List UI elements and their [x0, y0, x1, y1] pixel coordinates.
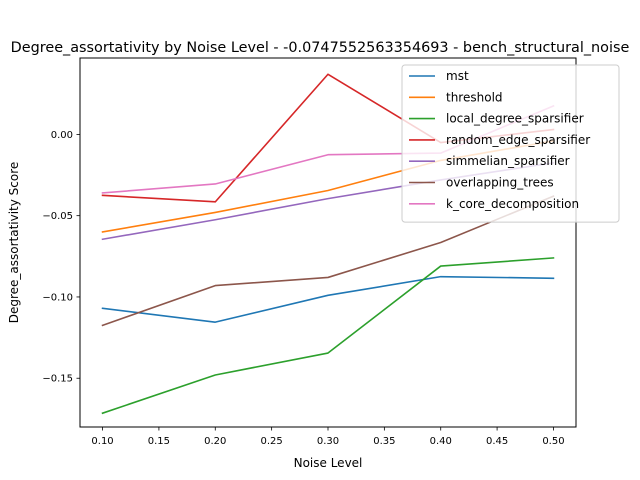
plot-frame — [79, 57, 577, 428]
y-axis-label: Degree_assortativity Score — [7, 162, 21, 324]
x-tick-label: 0.20 — [204, 436, 226, 447]
y-tick-label: −0.05 — [42, 211, 73, 222]
legend-label: threshold — [446, 90, 503, 104]
legend-label: simmelian_sparsifier — [446, 154, 570, 168]
x-tick-label: 0.15 — [148, 436, 170, 447]
x-axis-label: Noise Level — [294, 456, 363, 470]
legend: mst threshold local_degree_sparsifierrando… — [401, 64, 620, 223]
x-tick-label: 0.25 — [261, 436, 283, 447]
x-tick-label: 0.40 — [430, 436, 452, 447]
x-tick-label: 0.35 — [373, 436, 395, 447]
series-line-local_degree_sparsifier — [101, 257, 555, 415]
x-axis: 0.10 0.15 0.20 0.25 0.30 0.35 0.40 0.45 0.50 — [91, 427, 565, 447]
plot-series — [101, 73, 555, 415]
legend-label: local_degree_sparsifier — [446, 112, 584, 126]
legend-label: k_core_decomposition — [446, 197, 579, 211]
y-axis: −0.15 −0.10 −0.05 0.00 — [42, 130, 80, 385]
x-tick-label: 0.50 — [542, 436, 564, 447]
y-tick-label: 0.00 — [51, 130, 73, 141]
chart-title: Degree_assortativity by Noise Level - -0… — [11, 40, 630, 56]
legend-label: random_edge_sparsifier — [446, 133, 590, 147]
x-tick-label: 0.45 — [486, 436, 508, 447]
series-line-overlapping_trees — [101, 195, 555, 327]
legend-box — [401, 64, 620, 223]
y-tick-label: −0.15 — [42, 374, 73, 385]
legend-label: overlapping_trees — [446, 176, 554, 190]
x-tick-label: 0.10 — [91, 436, 113, 447]
y-tick-label: −0.10 — [42, 292, 73, 303]
legend-label: mst — [446, 69, 469, 83]
x-tick-label: 0.30 — [317, 436, 339, 447]
series-line-mst — [101, 275, 555, 323]
